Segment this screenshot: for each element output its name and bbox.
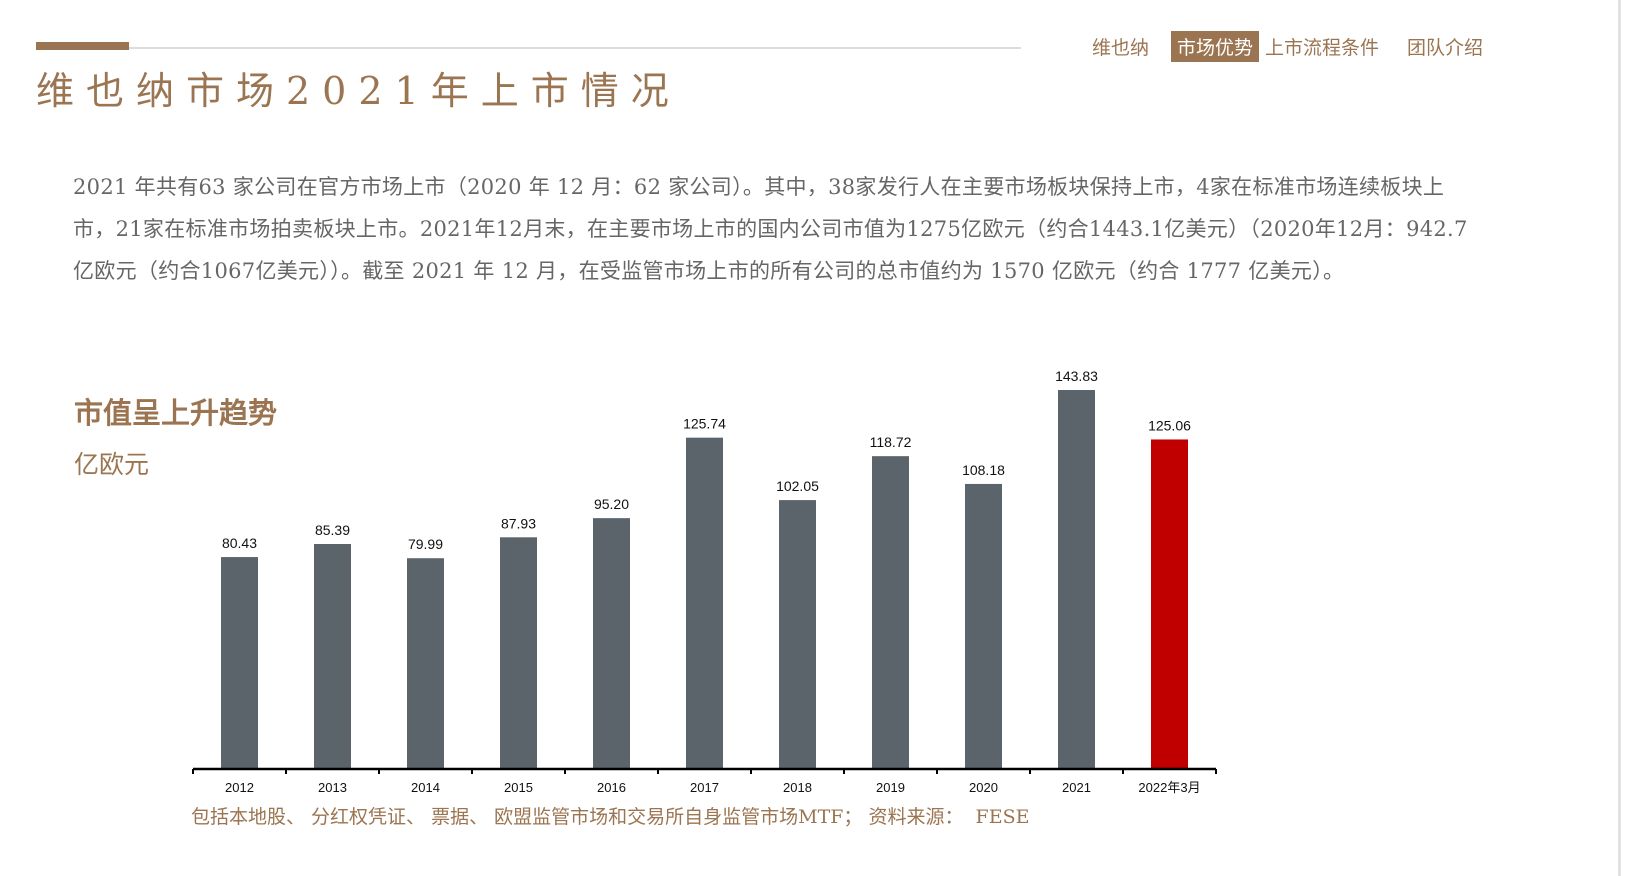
bar-2014	[407, 558, 444, 769]
x-tick-label: 2015	[504, 780, 533, 795]
title-accent-bar	[36, 42, 129, 50]
chart-heading: 市值呈上升趋势	[74, 396, 278, 430]
x-tick-label: 2016	[597, 780, 626, 795]
bar-2013	[314, 543, 351, 769]
x-tick-label: 2014	[411, 780, 440, 795]
intro-paragraph: 2021 年共有63 家公司在官方市场上市（2020 年 12 月：62 家公司…	[73, 175, 1468, 283]
data-label: 125.74	[683, 416, 726, 432]
bar-2015	[500, 537, 537, 769]
data-label: 143.83	[1055, 368, 1098, 384]
nav-item-2[interactable]: 上市流程条件	[1265, 37, 1380, 59]
footnote-source: 包括本地股、 分红权凭证、 票据、 欧盟监管市场和交易所自身监管市场MTF； 资…	[191, 806, 1030, 828]
data-label: 95.20	[594, 496, 629, 512]
data-label: 102.05	[776, 478, 819, 494]
x-tick-label: 2020	[969, 780, 998, 795]
nav-item-3[interactable]: 团队介绍	[1407, 37, 1484, 59]
right-edge-divider	[1618, 0, 1621, 876]
x-tick-label: 2022年3月	[1138, 780, 1200, 795]
chart-unit-label: 亿欧元	[74, 450, 150, 479]
x-tick-label: 2013	[318, 780, 347, 795]
data-label: 87.93	[501, 515, 536, 531]
bar-2019	[872, 456, 909, 769]
bar-2012	[221, 557, 258, 769]
nav-item-1[interactable]: 市场优势	[1171, 31, 1260, 62]
top-nav: 维也纳 市场优势 上市流程条件 团队介绍	[1086, 31, 1489, 62]
bar-2016	[593, 518, 630, 769]
data-label: 125.06	[1148, 417, 1191, 433]
data-label: 80.43	[222, 535, 257, 551]
x-tick-label: 2018	[783, 780, 812, 795]
header-rule	[129, 47, 1021, 49]
data-label: 118.72	[870, 434, 912, 450]
x-tick-label: 2019	[876, 780, 905, 795]
bar-2017	[686, 437, 723, 769]
data-label: 79.99	[408, 536, 443, 552]
x-tick-label: 2017	[690, 780, 719, 795]
x-tick-label: 2012	[225, 780, 254, 795]
data-label: 85.39	[315, 522, 350, 538]
x-tick-label: 2021	[1062, 780, 1091, 795]
bar-2020	[965, 483, 1002, 769]
page-title: 维也纳市场2021年上市情况	[36, 69, 681, 113]
nav-item-0[interactable]: 维也纳	[1092, 37, 1150, 59]
bar-2021	[1058, 390, 1095, 769]
data-label: 108.18	[962, 462, 1005, 478]
bar-2022年3月	[1151, 439, 1188, 769]
bar-2018	[779, 500, 816, 769]
